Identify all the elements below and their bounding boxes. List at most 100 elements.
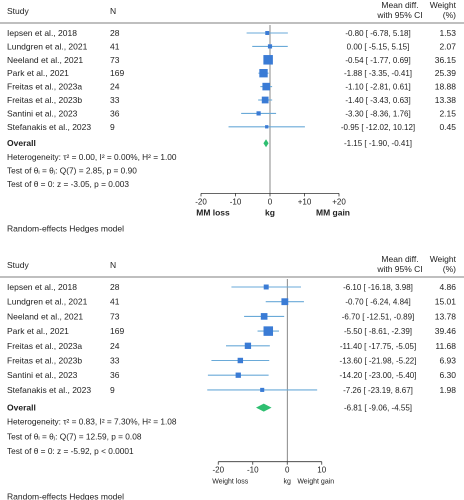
study-ci-text: -6.70 [ -12.51, -0.89] bbox=[342, 312, 415, 321]
model-note: Random-effects Hedges model bbox=[7, 223, 124, 233]
x-tick-label: +10 bbox=[298, 197, 312, 206]
study-weight: 4.86 bbox=[439, 282, 456, 292]
effect-box bbox=[263, 326, 274, 336]
header-ci: with 95% CI bbox=[376, 10, 422, 20]
x-tick-label: -10 bbox=[230, 197, 242, 206]
study-name: Iepsen et al., 2018 bbox=[7, 282, 77, 292]
study-n: 41 bbox=[110, 297, 120, 307]
study-n: 41 bbox=[110, 41, 120, 51]
x-label-right: MM gain bbox=[316, 207, 350, 217]
study-name: Freitas et al., 2023b bbox=[7, 356, 82, 366]
study-weight: 11.68 bbox=[435, 341, 456, 351]
study-n: 24 bbox=[110, 341, 120, 351]
effect-box bbox=[259, 69, 268, 78]
x-label-center: kg bbox=[284, 479, 292, 486]
study-weight: 25.39 bbox=[435, 68, 457, 78]
stats-line: Heterogeneity: τ² = 0.00, I² = 0.00%, H²… bbox=[7, 152, 177, 162]
study-name: Stefanakis et al., 2023 bbox=[7, 122, 91, 132]
study-name: Stefanakis et al., 2023 bbox=[7, 385, 91, 395]
stats-line: Test of θᵢ = θⱼ: Q(7) = 2.85, p = 0.90 bbox=[7, 166, 137, 176]
x-tick-label: 0 bbox=[285, 466, 290, 475]
study-name: Santini et al., 2023 bbox=[7, 108, 78, 118]
study-weight: 15.01 bbox=[435, 297, 457, 307]
effect-box bbox=[281, 298, 289, 306]
study-ci-text: -1.40 [ -3.43, 0.63] bbox=[345, 96, 410, 105]
study-n: 73 bbox=[110, 311, 120, 321]
x-tick-label: -20 bbox=[212, 466, 224, 475]
study-n: 73 bbox=[110, 55, 120, 65]
header-study: Study bbox=[7, 260, 29, 270]
study-weight: 13.38 bbox=[435, 95, 457, 105]
study-name: Freitas et al., 2023a bbox=[7, 82, 82, 92]
study-weight: 2.07 bbox=[439, 41, 456, 51]
study-weight: 0.45 bbox=[439, 122, 456, 132]
study-ci-text: -1.10 [ -2.81, 0.61] bbox=[345, 83, 410, 92]
study-ci-text: 0.00 [ -5.15, 5.15] bbox=[347, 42, 410, 51]
overall-ci-text: -1.15 [ -1.90, -0.41] bbox=[344, 139, 412, 148]
effect-box bbox=[263, 284, 269, 290]
effect-box bbox=[263, 55, 273, 65]
header-effect: Mean diff. bbox=[381, 0, 418, 10]
header-weight-unit: (%) bbox=[443, 264, 456, 274]
study-n: 169 bbox=[110, 68, 124, 78]
study-ci-text: -0.95 [ -12.02, 10.12] bbox=[341, 123, 415, 132]
study-name: Santini et al., 2023 bbox=[7, 370, 78, 380]
overall-diamond bbox=[263, 139, 269, 148]
x-tick-label: +20 bbox=[332, 197, 346, 206]
study-name: Freitas et al., 2023b bbox=[7, 95, 82, 105]
study-n: 9 bbox=[110, 385, 115, 395]
study-ci-text: -0.54 [ -1.77, 0.69] bbox=[345, 56, 410, 65]
study-name: Neeland et al., 2021 bbox=[7, 311, 83, 321]
study-name: Iepsen et al., 2018 bbox=[7, 28, 77, 38]
study-weight: 13.78 bbox=[435, 311, 457, 321]
study-weight: 1.53 bbox=[439, 28, 456, 38]
header-n: N bbox=[110, 260, 116, 270]
header-weight: Weight bbox=[430, 0, 457, 10]
effect-box bbox=[265, 31, 270, 35]
effect-box bbox=[262, 82, 270, 91]
effect-box bbox=[260, 387, 265, 392]
header-n: N bbox=[110, 6, 116, 16]
effect-box bbox=[235, 372, 241, 378]
study-name: Park et al., 2021 bbox=[7, 68, 69, 78]
study-n: 33 bbox=[110, 95, 120, 105]
study-name: Freitas et al., 2023a bbox=[7, 341, 82, 351]
study-ci-text: -6.10 [ -16.18, 3.98] bbox=[343, 283, 413, 292]
model-note: Random-effects Hedges model bbox=[7, 492, 124, 500]
header-weight-unit: (%) bbox=[443, 10, 456, 20]
study-weight: 6.30 bbox=[439, 370, 456, 380]
header-study: Study bbox=[7, 6, 29, 16]
x-label-center: kg bbox=[265, 207, 275, 217]
overall-diamond bbox=[255, 403, 272, 412]
study-n: 24 bbox=[110, 82, 120, 92]
study-n: 36 bbox=[110, 108, 120, 118]
study-name: Lundgren et al., 2021 bbox=[7, 297, 88, 307]
stats-line: Test of θ = 0: z = -3.05, p = 0.003 bbox=[7, 179, 129, 189]
study-ci-text: -7.26 [ -23.19, 8.67] bbox=[343, 386, 413, 395]
stats-line: Test of θ = 0: z = -5.92, p < 0.0001 bbox=[7, 446, 134, 456]
overall-ci-text: -6.81 [ -9.06, -4.55] bbox=[344, 404, 412, 413]
study-weight: 2.15 bbox=[439, 108, 456, 118]
x-label-left: Weight loss bbox=[212, 479, 249, 486]
study-weight: 6.93 bbox=[439, 356, 456, 366]
stats-line: Heterogeneity: τ² = 0.83, I² = 7.30%, H²… bbox=[7, 417, 177, 427]
study-weight: 36.15 bbox=[435, 55, 457, 65]
forest-plot-1: Study N Mean diff.with 95% CI Weight(%) Ieps… bbox=[0, 0, 464, 233]
study-name: Lundgren et al., 2021 bbox=[7, 41, 88, 51]
effect-box bbox=[267, 44, 273, 49]
study-ci-text: -14.20 [ -23.00, -5.40] bbox=[340, 371, 417, 380]
study-ci-text: -0.80 [ -6.78, 5.18] bbox=[345, 29, 410, 38]
overall-label: Overall bbox=[7, 138, 36, 148]
x-tick-label: -10 bbox=[247, 466, 259, 475]
study-ci-text: -13.60 [ -21.98, -5.22] bbox=[340, 357, 417, 366]
study-n: 36 bbox=[110, 370, 120, 380]
study-n: 169 bbox=[110, 326, 124, 336]
study-n: 33 bbox=[110, 356, 120, 366]
x-tick-label: 10 bbox=[317, 466, 326, 475]
study-n: 28 bbox=[110, 282, 120, 292]
effect-box bbox=[260, 313, 268, 320]
study-ci-text: -11.40 [ -17.75, -5.05] bbox=[340, 342, 416, 351]
study-ci-text: -3.30 [ -8.36, 1.76] bbox=[345, 109, 410, 118]
study-n: 28 bbox=[110, 28, 120, 38]
